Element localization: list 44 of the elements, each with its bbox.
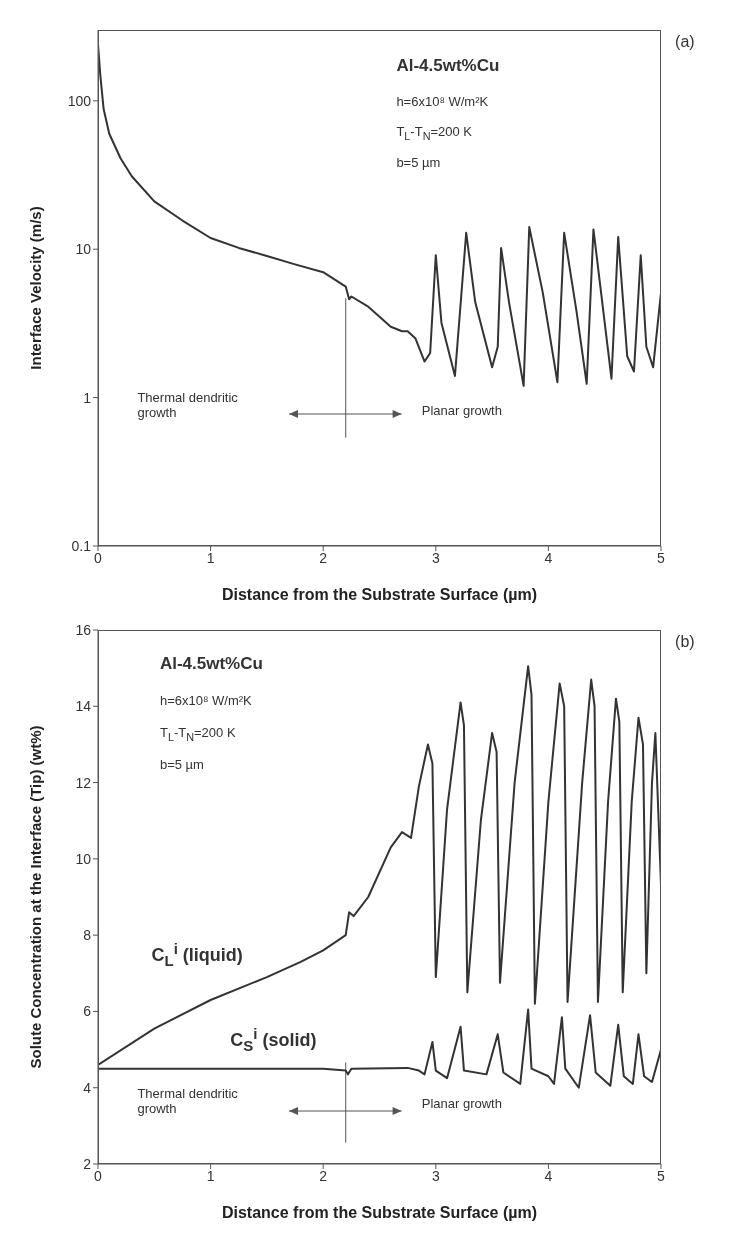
x-tick-label: 3 [431, 549, 440, 566]
y-tick-label: 2 [83, 1155, 92, 1172]
annotation: T$_{L}$-T$_{N}$=200 K [396, 124, 473, 143]
x-axis-title: Distance from the Substrate Surface (µm) [221, 1204, 538, 1221]
x-tick-label: 0 [94, 549, 103, 566]
annotation: T$_{L}$-T$_{N}$=200 K [159, 725, 236, 744]
y-tick-label: 12 [75, 774, 92, 791]
x-tick-label: 0 [94, 1167, 103, 1184]
y-tick-label: 0.1 [71, 537, 92, 554]
x-tick-label: 2 [319, 549, 328, 566]
text: (a) [675, 32, 695, 51]
y-tick-label: 10 [75, 241, 92, 258]
y-tick-label: 14 [75, 698, 92, 715]
y-tick-label: 6 [83, 1003, 92, 1020]
y-axis-title: Interface Velocity (m/s) [27, 206, 45, 370]
x-tick-label: 1 [206, 549, 215, 566]
annotation: Planar growth [421, 403, 502, 420]
annotation: Al-4.5wt%Cu [396, 55, 500, 76]
annotation: h=6x10⁸ W/m²K [396, 93, 489, 110]
x-axis-title: Distance from the Substrate Surface (µm) [221, 586, 538, 603]
series-label: C$_{L}$$^{i}$ (liquid) [151, 939, 243, 969]
x-tick-label: 4 [544, 549, 553, 566]
y-tick-label: 8 [83, 927, 92, 944]
annotation: Planar growth [421, 1096, 502, 1113]
annotation: h=6x10⁸ W/m²K [159, 693, 252, 710]
x-tick-label: 1 [206, 1167, 215, 1184]
annotation: Thermal dendritic growth [137, 390, 239, 422]
x-tick-label: 4 [544, 1167, 553, 1184]
annotation: Thermal dendritic growth [137, 1085, 239, 1117]
y-axis-title: Solute Concentration at the Interface (Tip) (wt%) [27, 725, 45, 1069]
x-tick-label: 5 [657, 549, 666, 566]
y-tick-label: 4 [83, 1079, 92, 1096]
annotation: b=5 µm [159, 757, 204, 774]
series-label: C$_{S}$$^{i}$ (solid) [230, 1025, 317, 1054]
text: (b) [675, 632, 695, 652]
annotation: Al-4.5wt%Cu [159, 654, 263, 674]
y-tick-label: 1 [83, 389, 92, 406]
annotation: b=5 µm [396, 155, 441, 172]
x-tick-label: 5 [657, 1167, 666, 1184]
y-tick-label: 100 [67, 92, 92, 109]
y-tick-label: 16 [75, 621, 92, 638]
y-tick-label: 10 [75, 850, 92, 867]
x-tick-label: 3 [431, 1167, 440, 1184]
x-tick-label: 2 [319, 1167, 328, 1184]
